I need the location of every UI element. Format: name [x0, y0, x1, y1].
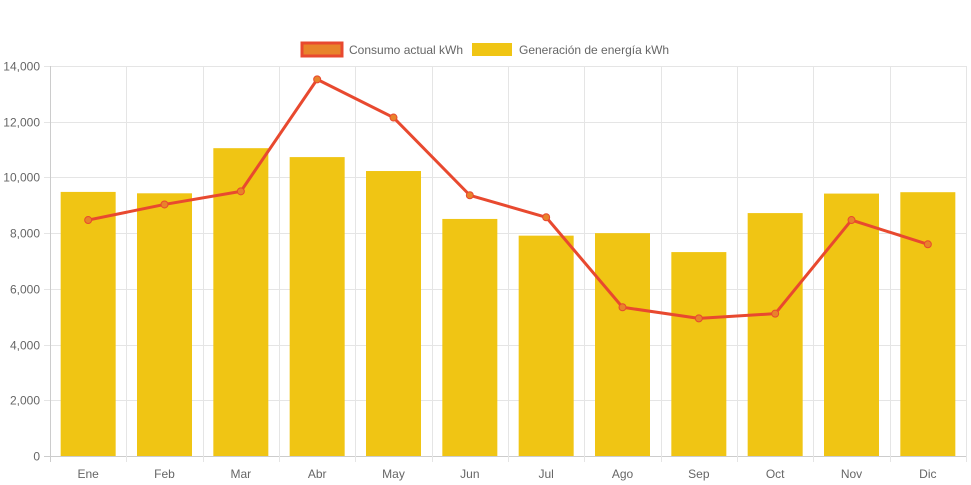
line-point[interactable]	[465, 191, 474, 200]
x-tick-label: Abr	[308, 467, 327, 481]
y-axis: 0 2,000 4,000 6,000 8,000 10,000 12,000 14,000	[3, 60, 40, 464]
y-tick-label: 14,000	[3, 60, 40, 74]
legend-item-consumo[interactable]: Consumo actual kWh	[300, 41, 463, 58]
x-tick-label: Mar	[230, 467, 251, 481]
bar[interactable]	[518, 235, 574, 456]
bar[interactable]	[671, 252, 727, 456]
line-point[interactable]	[313, 75, 322, 84]
y-tick-label: 4,000	[10, 339, 40, 353]
line-point[interactable]	[389, 113, 398, 122]
legend-swatch-generacion	[472, 43, 512, 56]
legend: Consumo actual kWh Generación de energía…	[300, 41, 669, 58]
line-point[interactable]	[618, 303, 627, 312]
x-tick-label: Feb	[154, 467, 175, 481]
y-tick-label: 10,000	[3, 171, 40, 185]
y-tick-label: 0	[33, 450, 40, 464]
x-tick-label: Oct	[766, 467, 785, 481]
x-tick-label: May	[382, 467, 405, 481]
line-path	[87, 77, 929, 320]
y-tick-label: 6,000	[10, 283, 40, 297]
bar[interactable]	[900, 192, 956, 456]
y-tick-label: 2,000	[10, 394, 40, 408]
legend-item-generacion[interactable]: Generación de energía kWh	[472, 43, 669, 57]
bar[interactable]	[824, 193, 879, 457]
y-tick-label: 12,000	[3, 116, 40, 130]
x-tick-label: Dic	[919, 467, 936, 481]
legend-label-generacion: Generación de energía kWh	[519, 43, 669, 57]
line-point[interactable]	[923, 240, 932, 249]
line-point[interactable]	[694, 314, 703, 323]
bar[interactable]	[366, 171, 421, 456]
line-point[interactable]	[84, 216, 93, 225]
line-point[interactable]	[847, 216, 856, 225]
line-point[interactable]	[160, 200, 169, 209]
x-tick-label: Nov	[841, 467, 862, 481]
x-axis: Ene Feb Mar Abr May Jun Jul Ago Sep Oct Nov Dic	[77, 467, 936, 481]
x-tick-label: Ene	[77, 467, 99, 481]
line-point[interactable]	[771, 309, 780, 318]
y-tick-label: 8,000	[10, 227, 40, 241]
bar[interactable]	[213, 148, 269, 456]
line-series	[84, 75, 932, 323]
bar[interactable]	[60, 191, 116, 456]
legend-label-consumo: Consumo actual kWh	[349, 43, 463, 57]
bar[interactable]	[595, 233, 650, 456]
bar[interactable]	[442, 218, 498, 456]
bar[interactable]	[137, 193, 192, 457]
legend-swatch-consumo	[300, 41, 344, 58]
line-point[interactable]	[542, 213, 551, 222]
bar[interactable]	[747, 213, 803, 456]
x-tick-label: Ago	[612, 467, 634, 481]
bar[interactable]	[289, 157, 345, 457]
line-point[interactable]	[236, 187, 245, 196]
x-tick-label: Sep	[688, 467, 710, 481]
bar-series	[60, 148, 956, 457]
x-tick-label: Jun	[460, 467, 479, 481]
x-tick-label: Jul	[538, 467, 553, 481]
